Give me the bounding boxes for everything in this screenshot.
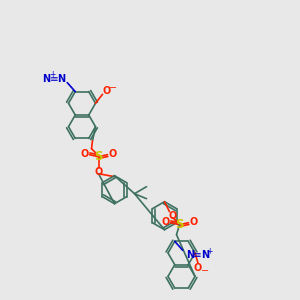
Text: N: N <box>42 74 50 84</box>
Text: O: O <box>161 217 169 227</box>
Text: O: O <box>108 149 117 159</box>
Text: ≡: ≡ <box>192 250 201 260</box>
Text: N: N <box>186 250 194 260</box>
Text: −: − <box>201 266 209 276</box>
Text: O: O <box>94 167 103 177</box>
Text: S: S <box>94 150 103 163</box>
Text: N: N <box>57 74 65 84</box>
Text: O: O <box>189 217 198 227</box>
Text: −: − <box>110 83 118 93</box>
Text: +: + <box>49 70 56 79</box>
Text: O: O <box>80 149 88 159</box>
Text: ≡: ≡ <box>50 74 58 84</box>
Text: +: + <box>207 247 213 256</box>
Text: N: N <box>201 250 209 260</box>
Text: O: O <box>168 211 177 221</box>
Text: O: O <box>102 86 111 96</box>
Text: S: S <box>175 218 184 231</box>
Text: O: O <box>194 263 202 273</box>
